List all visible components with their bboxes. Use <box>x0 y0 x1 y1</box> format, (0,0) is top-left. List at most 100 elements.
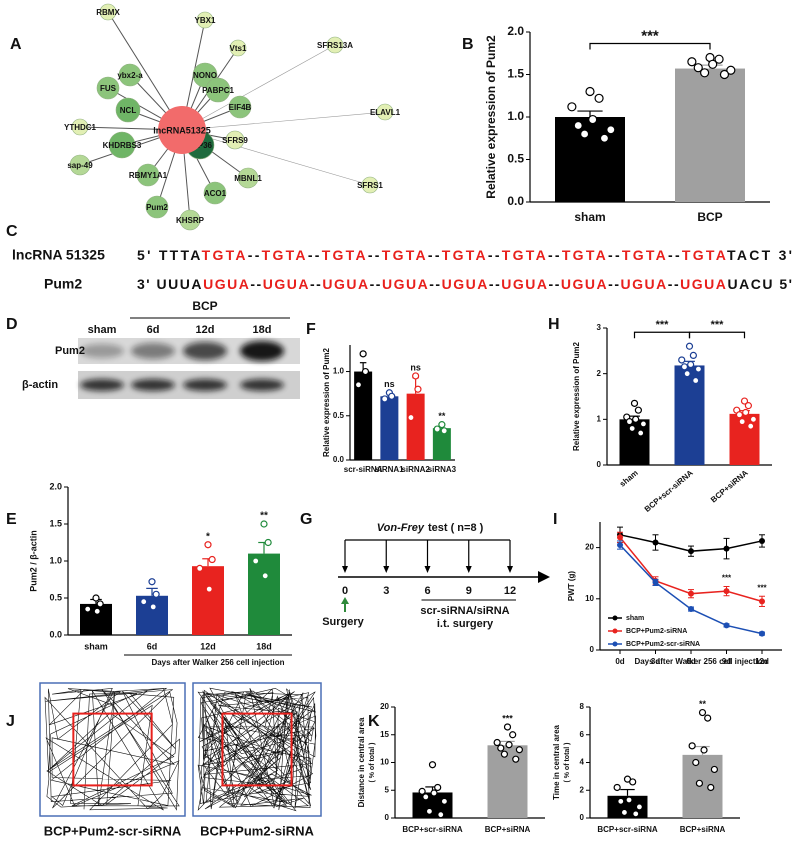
node-label: NCL <box>120 106 137 115</box>
data-point <box>759 537 765 544</box>
data-point <box>708 59 718 69</box>
data-point <box>573 120 583 131</box>
data-point <box>509 731 517 739</box>
data-point <box>606 125 616 135</box>
y-tick-label: 0.5 <box>507 152 524 166</box>
significance: ns <box>384 379 395 389</box>
y-axis-label: Relative expression of Pum2 <box>572 341 581 450</box>
data-point <box>440 427 448 435</box>
y-axis-label: ( % of total ) <box>564 742 571 782</box>
treatment-label: i.t. surgery <box>437 618 494 630</box>
blot-band <box>183 342 227 360</box>
comparison-bracket <box>688 331 746 339</box>
data-point <box>430 789 438 797</box>
data-point <box>497 744 505 752</box>
y-tick-label: 0.0 <box>49 629 62 639</box>
data-point <box>726 65 736 75</box>
data-point <box>208 555 216 564</box>
separator: -- <box>488 247 500 263</box>
data-point <box>407 413 415 422</box>
separator: -- <box>428 247 440 263</box>
data-point <box>738 418 746 426</box>
lane-label: 6d <box>147 324 160 336</box>
data-point <box>617 542 623 549</box>
y-tick-label: 20 <box>585 543 594 552</box>
bar <box>354 371 373 460</box>
data-point <box>84 605 92 613</box>
significance: *** <box>502 713 513 723</box>
bar <box>675 68 745 202</box>
node-label: MBNL1 <box>234 174 262 183</box>
y-tick-label: 1 <box>597 414 602 423</box>
data-point <box>688 590 694 597</box>
day-label: 6 <box>424 585 430 597</box>
data-point <box>698 708 707 717</box>
panel-label: A <box>10 36 22 53</box>
sequence-name: Pum2 <box>44 276 82 292</box>
network-node <box>361 176 379 194</box>
node-label: sap-49 <box>67 161 93 170</box>
motif: TGTA <box>502 247 546 263</box>
data-point <box>434 783 442 792</box>
node-label: RBMY1A1 <box>129 171 168 180</box>
separator: -- <box>549 276 560 292</box>
x-tick-label: BCP <box>697 210 722 224</box>
significance: *** <box>711 319 725 331</box>
sequence: 5' TTTA TGTA -- TGTA -- TGTA -- TGTA -- TGTA -- TGT… <box>137 247 792 263</box>
y-tick-label: 0.0 <box>507 194 524 208</box>
data-point <box>759 630 765 637</box>
data-point <box>594 93 604 103</box>
data-point <box>613 783 621 792</box>
track <box>197 687 317 812</box>
data-point <box>719 69 730 80</box>
network-node <box>203 181 227 205</box>
y-tick-label: 2.0 <box>507 24 524 38</box>
arena-label: BCP+Pum2-scr-siRNA <box>44 823 182 838</box>
y-tick-label: 1.5 <box>49 518 62 528</box>
data-point <box>747 422 755 430</box>
panel-label: F <box>306 321 316 338</box>
data-point <box>260 520 268 528</box>
data-point <box>500 750 509 758</box>
motif: UGUA <box>501 276 547 292</box>
x-tick-label: 6d <box>147 641 158 651</box>
data-point <box>634 406 642 414</box>
x-tick-label: BCP+scr-siRNA <box>643 468 695 514</box>
sequence-end: TACT 3' <box>727 247 792 263</box>
bar <box>380 396 399 460</box>
panel-label: J <box>6 713 15 730</box>
center-zone <box>221 712 293 787</box>
data-point <box>261 572 269 580</box>
network-node <box>205 77 231 103</box>
x-tick-label: sham <box>618 468 640 488</box>
x-tick-label: BCP+siRNA <box>680 825 726 834</box>
motif: TGTA <box>262 247 306 263</box>
y-axis-label: Time in central area <box>552 724 561 800</box>
network-node <box>69 154 91 176</box>
data-point <box>599 133 610 143</box>
panel-label: B <box>462 36 474 53</box>
sequence-start: 3' UUUA <box>137 276 202 292</box>
day-label: 9 <box>466 585 472 597</box>
node-label: SFRS9 <box>222 136 248 145</box>
y-tick-label: 0.0 <box>333 455 345 464</box>
bar <box>487 745 528 818</box>
significance: ** <box>438 411 446 421</box>
node-label: SFRS13A <box>317 41 353 50</box>
test-arrowhead <box>424 566 431 573</box>
arena-frame <box>192 682 322 817</box>
significance: ** <box>699 699 707 709</box>
data-point <box>625 796 633 804</box>
network-edge <box>181 44 336 131</box>
node-label: EIF4B <box>229 103 252 112</box>
data-point <box>687 360 695 369</box>
lane-label: 18d <box>253 324 272 336</box>
blot-band <box>131 379 175 391</box>
network-node <box>145 195 169 219</box>
data-point <box>632 810 640 818</box>
significance: ns <box>410 362 421 372</box>
bar <box>682 754 723 818</box>
y-tick-label: 20 <box>380 702 389 711</box>
x-tick-label: scr-siRNA <box>344 465 383 474</box>
node-label: ACO1 <box>204 189 227 198</box>
